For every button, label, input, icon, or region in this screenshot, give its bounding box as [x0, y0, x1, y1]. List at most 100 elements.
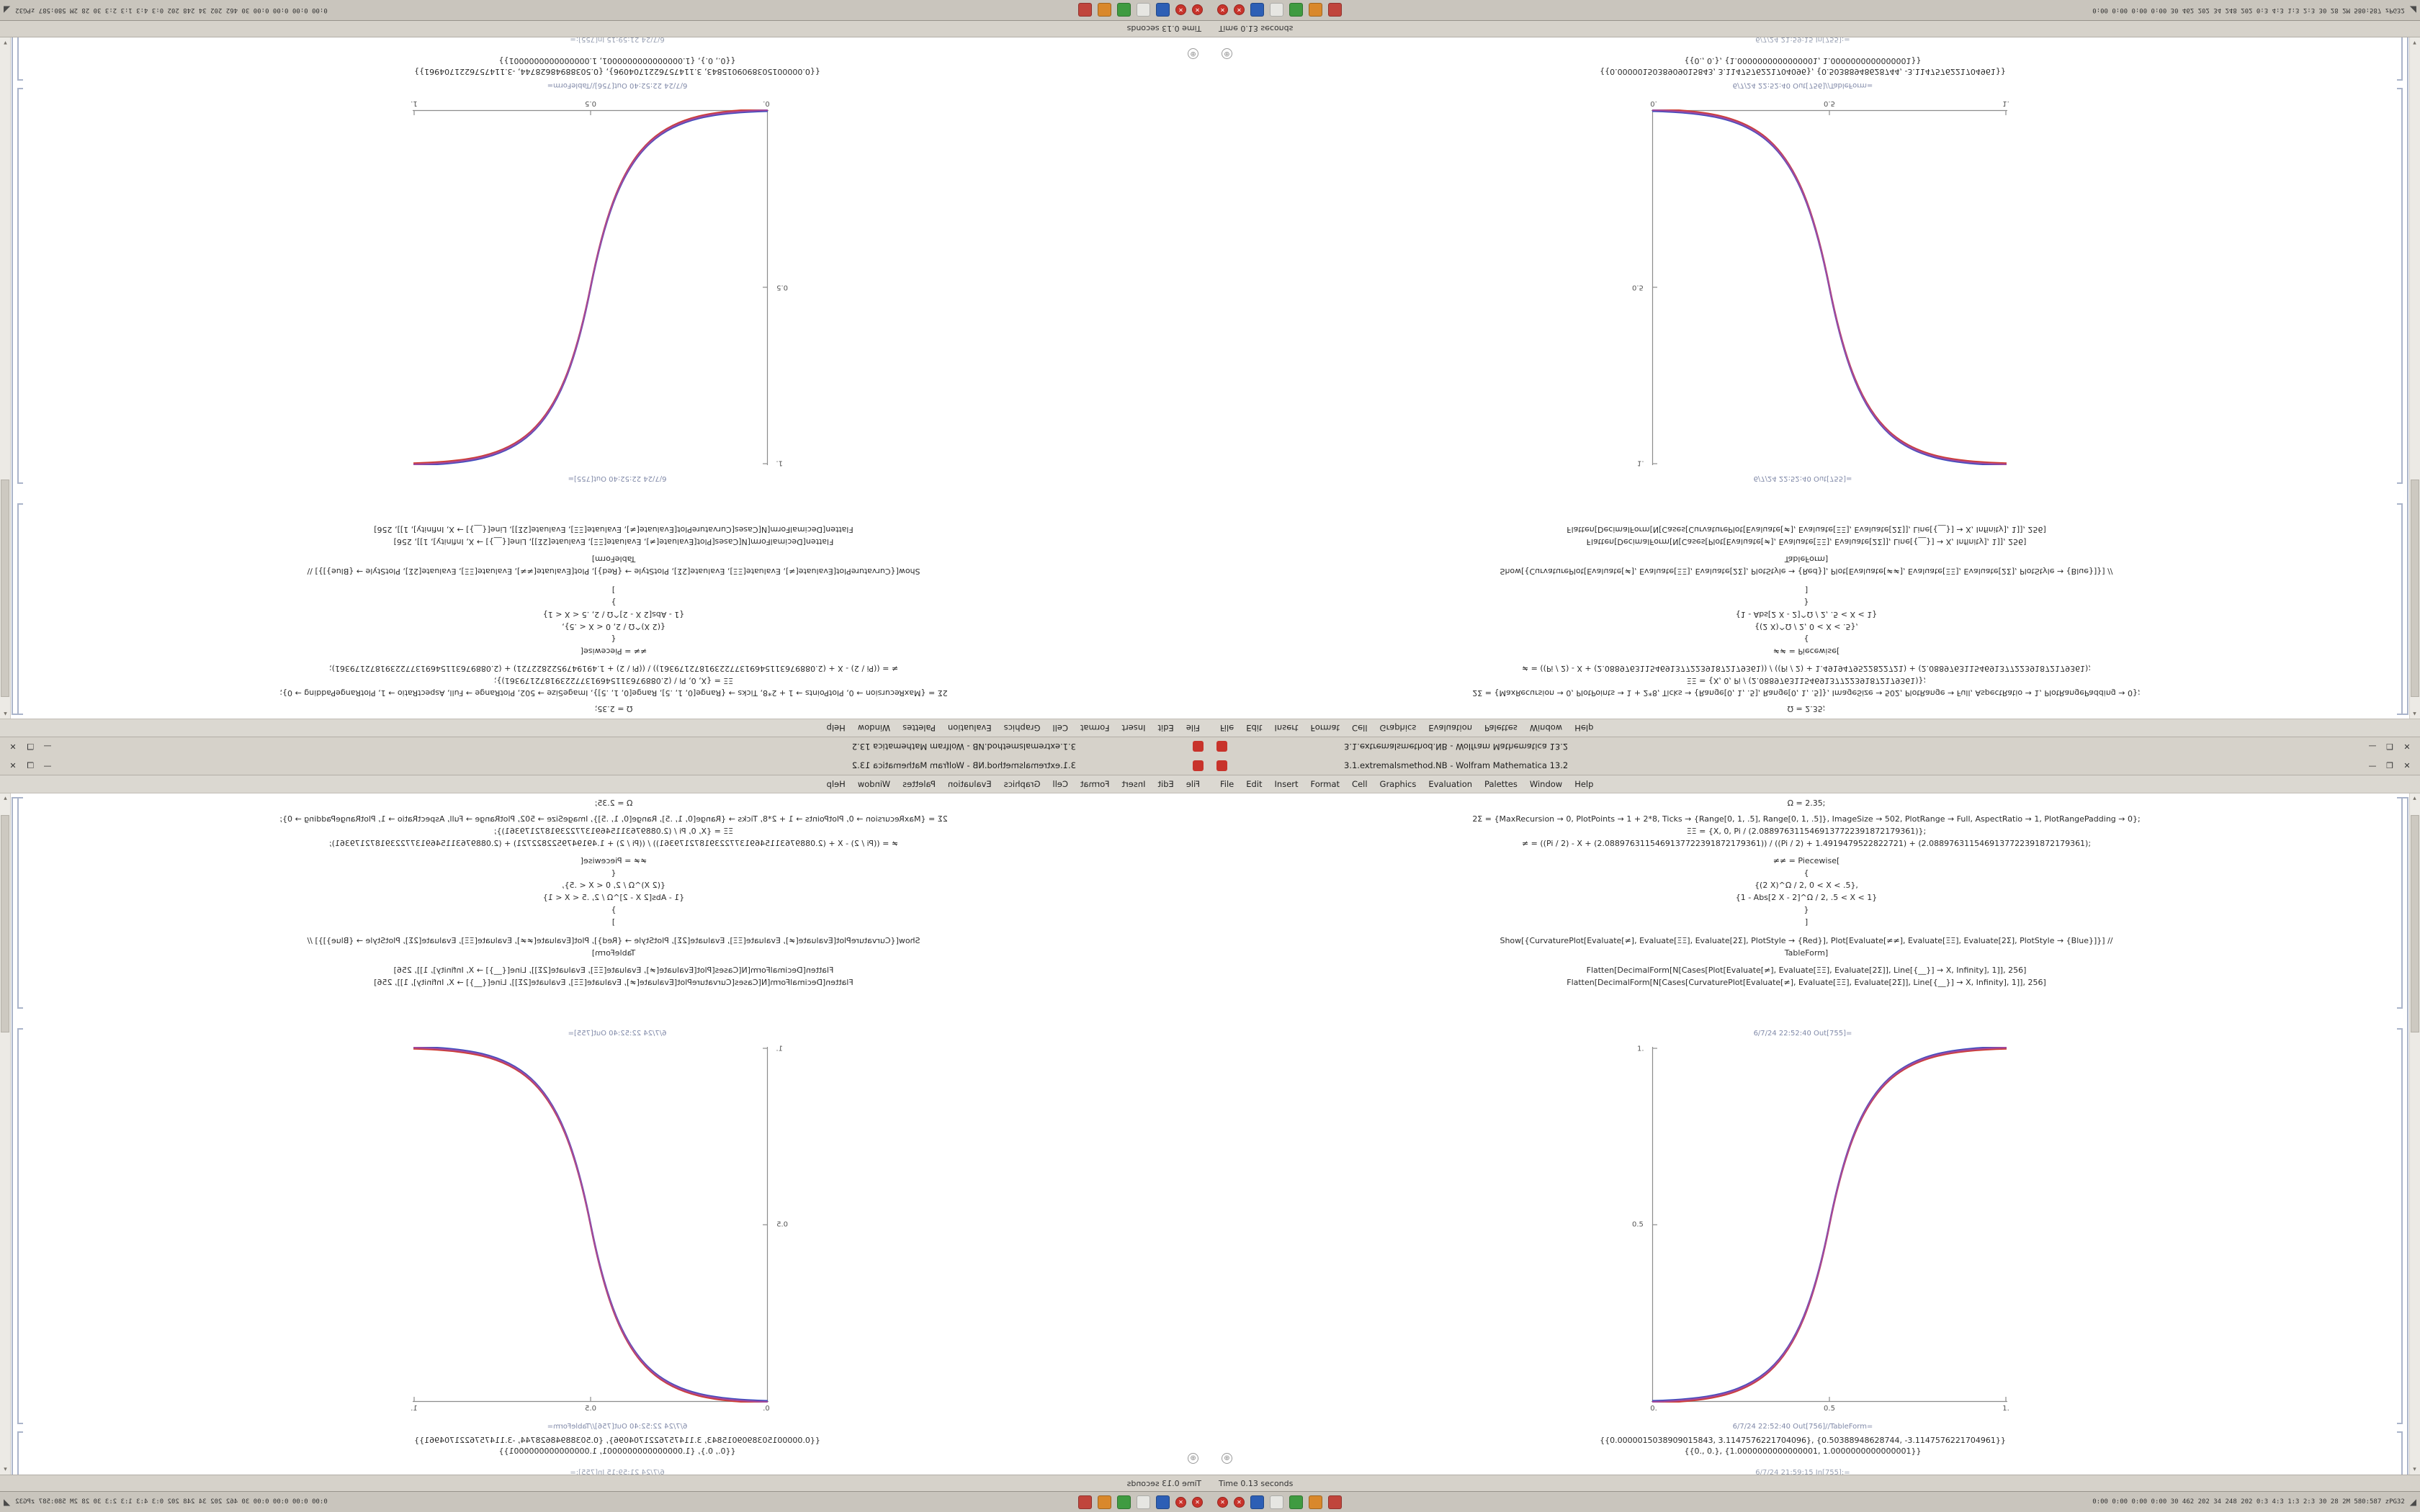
close-red-icon[interactable]: ✕: [1234, 1496, 1245, 1508]
menu-item[interactable]: Help: [1574, 779, 1594, 789]
cell-bracket[interactable]: [12, 37, 17, 715]
scroll-up-icon[interactable]: ▴: [4, 710, 7, 717]
menu-item[interactable]: Cell: [1352, 723, 1368, 733]
app-orange-icon[interactable]: [1309, 3, 1322, 17]
maximize-button[interactable]: ❒: [2386, 760, 2393, 770]
tray-triangle-icon[interactable]: ◢: [2409, 5, 2416, 15]
scroll-down-icon[interactable]: ▾: [2413, 1466, 2416, 1473]
cell-bracket[interactable]: [17, 88, 23, 484]
cell-bracket[interactable]: [17, 503, 23, 715]
scrollbar-thumb[interactable]: [2411, 815, 2419, 1032]
app-light-icon[interactable]: [1137, 1495, 1150, 1509]
menu-item[interactable]: File: [1220, 779, 1234, 789]
vertical-scrollbar[interactable]: ▴ ▾: [2409, 793, 2420, 1475]
tray-triangle-icon[interactable]: ◢: [4, 5, 11, 15]
menu-item[interactable]: Help: [1574, 723, 1594, 733]
close-button[interactable]: ✕: [9, 760, 17, 770]
menu-item[interactable]: Insert: [1121, 723, 1146, 733]
cell-bracket[interactable]: [2397, 1431, 2403, 1475]
cell-insert-icon[interactable]: ⊕: [1222, 48, 1232, 59]
scroll-down-icon[interactable]: ▾: [4, 39, 7, 46]
scroll-up-icon[interactable]: ▴: [4, 795, 7, 802]
menu-item[interactable]: Edit: [1246, 779, 1263, 789]
cell-bracket[interactable]: [2397, 503, 2403, 715]
scrollbar-thumb[interactable]: [1, 815, 9, 1032]
app-orange-icon[interactable]: [1098, 1495, 1111, 1509]
notebook-area[interactable]: Ω = 2.35; 2Σ = {MaxRecursion → 0, PlotPoi…: [0, 37, 1210, 719]
menu-item[interactable]: Palettes: [902, 723, 936, 733]
app-red-icon[interactable]: [1078, 3, 1092, 17]
app-green-icon[interactable]: [1289, 3, 1303, 17]
menu-item[interactable]: Evaluation: [1428, 779, 1473, 789]
app-green-icon[interactable]: [1289, 1495, 1303, 1509]
close-red-icon[interactable]: ✕: [1234, 4, 1245, 16]
app-red-icon[interactable]: [1078, 1495, 1092, 1509]
notebook-area[interactable]: Ω = 2.35; 2Σ = {MaxRecursion → 0, PlotPoi…: [1210, 793, 2420, 1475]
notebook-area[interactable]: Ω = 2.35; 2Σ = {MaxRecursion → 0, PlotPoi…: [0, 793, 1210, 1475]
scroll-down-icon[interactable]: ▾: [4, 1466, 7, 1473]
menu-item[interactable]: Window: [857, 723, 891, 733]
maximize-button[interactable]: ❒: [2386, 742, 2393, 752]
cell-insert-icon[interactable]: ⊕: [1188, 48, 1198, 59]
menu-item[interactable]: Cell: [1052, 779, 1068, 789]
input-cell[interactable]: Ω = 2.35; 2Σ = {MaxRecursion → 0, PlotPoi…: [1217, 523, 2396, 715]
close-red-icon[interactable]: ✕: [1192, 4, 1203, 16]
close-red-icon[interactable]: ✕: [1192, 1496, 1203, 1508]
menu-item[interactable]: Help: [826, 723, 846, 733]
minimize-button[interactable]: —: [2368, 742, 2377, 752]
app-blue-icon[interactable]: [1156, 1495, 1170, 1509]
close-red-icon[interactable]: ✕: [1217, 4, 1228, 16]
minimize-button[interactable]: —: [43, 742, 52, 752]
app-red-icon[interactable]: [1328, 1495, 1342, 1509]
cell-bracket[interactable]: [17, 1431, 23, 1475]
app-light-icon[interactable]: [1270, 1495, 1283, 1509]
cell-insert-icon[interactable]: ⊕: [1188, 1453, 1198, 1464]
maximize-button[interactable]: ❒: [27, 760, 34, 770]
input-cell[interactable]: Ω = 2.35; 2Σ = {MaxRecursion → 0, PlotPoi…: [1217, 797, 2396, 989]
input-cell[interactable]: Ω = 2.35; 2Σ = {MaxRecursion → 0, PlotPoi…: [24, 797, 1203, 989]
close-red-icon[interactable]: ✕: [1217, 1496, 1228, 1508]
close-button[interactable]: ✕: [2403, 742, 2411, 752]
scrollbar-thumb[interactable]: [1, 480, 9, 697]
tray-triangle-icon[interactable]: ◢: [2409, 1497, 2416, 1507]
close-red-icon[interactable]: ✕: [1175, 4, 1186, 16]
menu-item[interactable]: Help: [826, 779, 846, 789]
cell-bracket[interactable]: [2397, 88, 2403, 484]
close-button[interactable]: ✕: [9, 742, 17, 752]
menu-item[interactable]: Insert: [1274, 723, 1299, 733]
menu-item[interactable]: Window: [1529, 723, 1563, 733]
menu-item[interactable]: Window: [1529, 779, 1563, 789]
cell-bracket[interactable]: [17, 37, 23, 81]
menu-item[interactable]: Window: [857, 779, 891, 789]
vertical-scrollbar[interactable]: ▴ ▾: [0, 793, 11, 1475]
vertical-scrollbar[interactable]: ▴ ▾: [2409, 37, 2420, 719]
window-titlebar[interactable]: 3.1.extremalsmethod.NB - Wolfram Mathema…: [1210, 756, 2420, 775]
app-light-icon[interactable]: [1137, 3, 1150, 17]
cell-bracket[interactable]: [2403, 37, 2408, 715]
close-button[interactable]: ✕: [2403, 760, 2411, 770]
menu-item[interactable]: Graphics: [1379, 779, 1417, 789]
cell-bracket[interactable]: [17, 1028, 23, 1424]
app-blue-icon[interactable]: [1156, 3, 1170, 17]
cell-insert-icon[interactable]: ⊕: [1222, 1453, 1232, 1464]
scroll-up-icon[interactable]: ▴: [2413, 710, 2416, 717]
input-cell[interactable]: Ω = 2.35; 2Σ = {MaxRecursion → 0, PlotPoi…: [24, 523, 1203, 715]
app-red-icon[interactable]: [1328, 3, 1342, 17]
menu-item[interactable]: Edit: [1157, 723, 1174, 733]
cell-bracket[interactable]: [17, 797, 23, 1009]
menu-item[interactable]: Evaluation: [947, 779, 992, 789]
minimize-button[interactable]: —: [43, 760, 52, 770]
app-green-icon[interactable]: [1117, 1495, 1131, 1509]
menu-item[interactable]: File: [1220, 723, 1234, 733]
maximize-button[interactable]: ❒: [27, 742, 34, 752]
app-blue-icon[interactable]: [1250, 3, 1264, 17]
tray-triangle-icon[interactable]: ◢: [4, 1497, 11, 1507]
scrollbar-thumb[interactable]: [2411, 480, 2419, 697]
cell-bracket[interactable]: [2397, 1028, 2403, 1424]
app-light-icon[interactable]: [1270, 3, 1283, 17]
minimize-button[interactable]: —: [2368, 760, 2377, 770]
menu-item[interactable]: Edit: [1246, 723, 1263, 733]
menu-item[interactable]: Insert: [1121, 779, 1146, 789]
menu-item[interactable]: Format: [1080, 779, 1110, 789]
window-titlebar[interactable]: 3.1.extremalsmethod.NB - Wolfram Mathema…: [0, 756, 1210, 775]
